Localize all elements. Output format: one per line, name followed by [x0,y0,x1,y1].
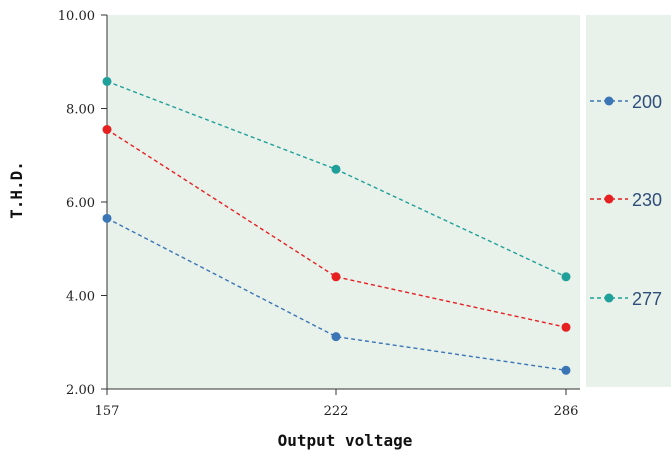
series-layer [102,76,571,375]
x-tick-label: 286 [554,404,579,419]
x-axis-ticks: 157 222 286 [95,389,579,419]
plot-area [107,15,580,389]
legend-item-277: 277 [590,289,662,309]
legend-label: 277 [632,289,662,309]
legend-item-230: 230 [590,190,662,210]
series-line-200 [106,217,567,371]
data-point-277-222 [331,164,341,174]
legend: 200 230 277 [590,92,662,309]
data-point-200-222 [331,332,341,342]
x-axis-title: Output voltage [278,431,413,450]
x-tick-label: 157 [95,404,120,419]
series-line-230 [106,128,567,328]
legend-marker [604,293,614,303]
y-tick-label: 10.00 [58,9,95,24]
data-point-200-157 [102,213,112,223]
x-tick-label: 222 [324,404,349,419]
legend-label: 230 [632,190,662,210]
y-axis-title: T.H.D. [7,161,26,219]
data-point-230-222 [331,272,341,282]
legend-marker [604,96,614,106]
y-tick-label: 2.00 [66,383,95,398]
data-point-277-157 [102,76,112,86]
data-point-277-286 [561,272,571,282]
y-axis-ticks: 2.00 4.00 6.00 8.00 10.00 [58,9,107,398]
legend-label: 200 [632,92,662,112]
legend-box [586,15,671,387]
y-tick-label: 4.00 [66,290,95,305]
data-point-230-157 [102,125,112,135]
data-point-230-286 [561,322,571,332]
y-tick-label: 6.00 [66,196,95,211]
y-tick-label: 8.00 [66,103,95,118]
legend-item-200: 200 [590,92,662,112]
legend-marker [604,194,614,204]
data-point-200-286 [561,365,571,375]
